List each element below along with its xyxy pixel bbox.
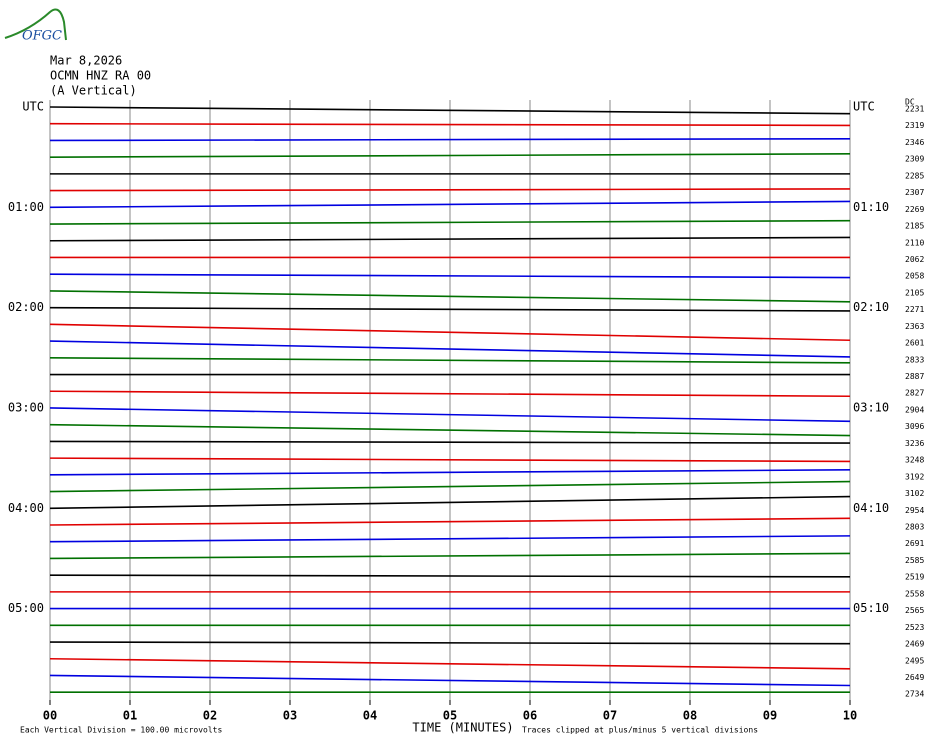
dc-value: 2803 <box>905 523 924 532</box>
x-tick-label: 03 <box>283 709 297 723</box>
right-time-label: 01:10 <box>853 200 889 214</box>
dc-value: 2271 <box>905 305 924 314</box>
trace <box>49 495 851 510</box>
trace <box>49 219 851 225</box>
footer-scale: Each Vertical Division = 100.00 microvol… <box>20 726 222 735</box>
trace <box>49 407 851 423</box>
trace <box>49 469 851 476</box>
left-time-label: 02:00 <box>8 300 44 314</box>
trace <box>49 552 851 560</box>
left-time-label: 03:00 <box>8 400 44 414</box>
trace <box>49 641 851 645</box>
x-tick-label: 06 <box>523 709 537 723</box>
header-date: Mar 8,2026 <box>50 54 122 68</box>
trace <box>49 457 851 463</box>
dc-value: 2231 <box>905 105 924 114</box>
x-tick-label: 08 <box>683 709 697 723</box>
trace <box>49 200 851 209</box>
dc-value: 2833 <box>905 355 924 364</box>
right-time-label: 05:10 <box>853 601 889 615</box>
x-axis-label: TIME (MINUTES) <box>412 721 513 735</box>
dc-value: 2495 <box>905 656 924 665</box>
dc-value: 2309 <box>905 155 924 164</box>
dc-value: 2558 <box>905 589 924 598</box>
dc-value: 2519 <box>905 573 924 582</box>
trace <box>49 423 851 437</box>
dc-value: 2307 <box>905 188 924 197</box>
dc-value: 3192 <box>905 472 924 481</box>
trace <box>49 273 851 279</box>
x-tick-label: 01 <box>123 709 137 723</box>
dc-label: DC <box>905 98 915 107</box>
dc-value: 2363 <box>905 322 924 331</box>
trace <box>49 674 851 687</box>
dc-value: 2110 <box>905 238 924 247</box>
trace <box>49 357 851 364</box>
trace <box>49 657 851 670</box>
trace <box>49 290 851 303</box>
x-tick-label: 05 <box>443 709 457 723</box>
x-tick-label: 02 <box>203 709 217 723</box>
x-tick-label: 09 <box>763 709 777 723</box>
dc-value: 2585 <box>905 556 924 565</box>
dc-value: 2319 <box>905 121 924 130</box>
dc-value: 2649 <box>905 673 924 682</box>
trace <box>49 106 851 115</box>
right-time-label: 02:10 <box>853 300 889 314</box>
logo: OFGC <box>22 29 62 44</box>
dc-value: 3236 <box>905 439 924 448</box>
x-tick-label: 04 <box>363 709 377 723</box>
left-time-label: 01:00 <box>8 200 44 214</box>
trace <box>49 535 851 543</box>
left-time-label: UTC <box>22 100 44 114</box>
dc-value: 2887 <box>905 372 924 381</box>
dc-value: 2346 <box>905 138 924 147</box>
header-component: (A Vertical) <box>50 84 137 98</box>
trace <box>49 306 851 312</box>
trace <box>49 574 851 578</box>
x-tick-label: 07 <box>603 709 617 723</box>
dc-value: 2523 <box>905 623 924 632</box>
left-time-label: 05:00 <box>8 601 44 615</box>
trace <box>49 517 851 526</box>
right-time-label: 03:10 <box>853 400 889 414</box>
right-time-label: 04:10 <box>853 501 889 515</box>
trace <box>49 390 851 398</box>
dc-value: 2601 <box>905 339 924 348</box>
dc-value: 2904 <box>905 405 924 414</box>
trace <box>49 188 851 192</box>
dc-value: 3248 <box>905 456 924 465</box>
dc-value: 3102 <box>905 489 924 498</box>
logo-arc <box>4 8 67 41</box>
dc-value: 2269 <box>905 205 924 214</box>
footer-clip: Traces clipped at plus/minus 5 vertical … <box>522 726 758 735</box>
trace <box>49 323 851 342</box>
right-time-label: UTC <box>853 100 875 114</box>
dc-value: 2954 <box>905 506 924 515</box>
dc-value: 2827 <box>905 389 924 398</box>
dc-value: 2469 <box>905 640 924 649</box>
trace <box>49 236 851 242</box>
dc-value: 2285 <box>905 171 924 180</box>
dc-value: 2691 <box>905 539 924 548</box>
dc-value: 2058 <box>905 272 924 281</box>
dc-value: 2565 <box>905 606 924 615</box>
dc-value: 2062 <box>905 255 924 264</box>
x-tick-label: 00 <box>43 709 57 723</box>
trace <box>49 440 851 444</box>
dc-value: 2185 <box>905 222 924 231</box>
trace <box>49 340 851 358</box>
header-station: OCMN HNZ RA 00 <box>50 69 151 83</box>
dc-value: 2105 <box>905 288 924 297</box>
trace <box>49 153 851 158</box>
trace <box>49 137 851 142</box>
trace <box>49 480 851 493</box>
x-tick-label: 10 <box>843 709 857 723</box>
dc-value: 3096 <box>905 422 924 431</box>
left-time-label: 04:00 <box>8 501 44 515</box>
dc-value: 2734 <box>905 690 924 699</box>
trace <box>49 122 851 127</box>
